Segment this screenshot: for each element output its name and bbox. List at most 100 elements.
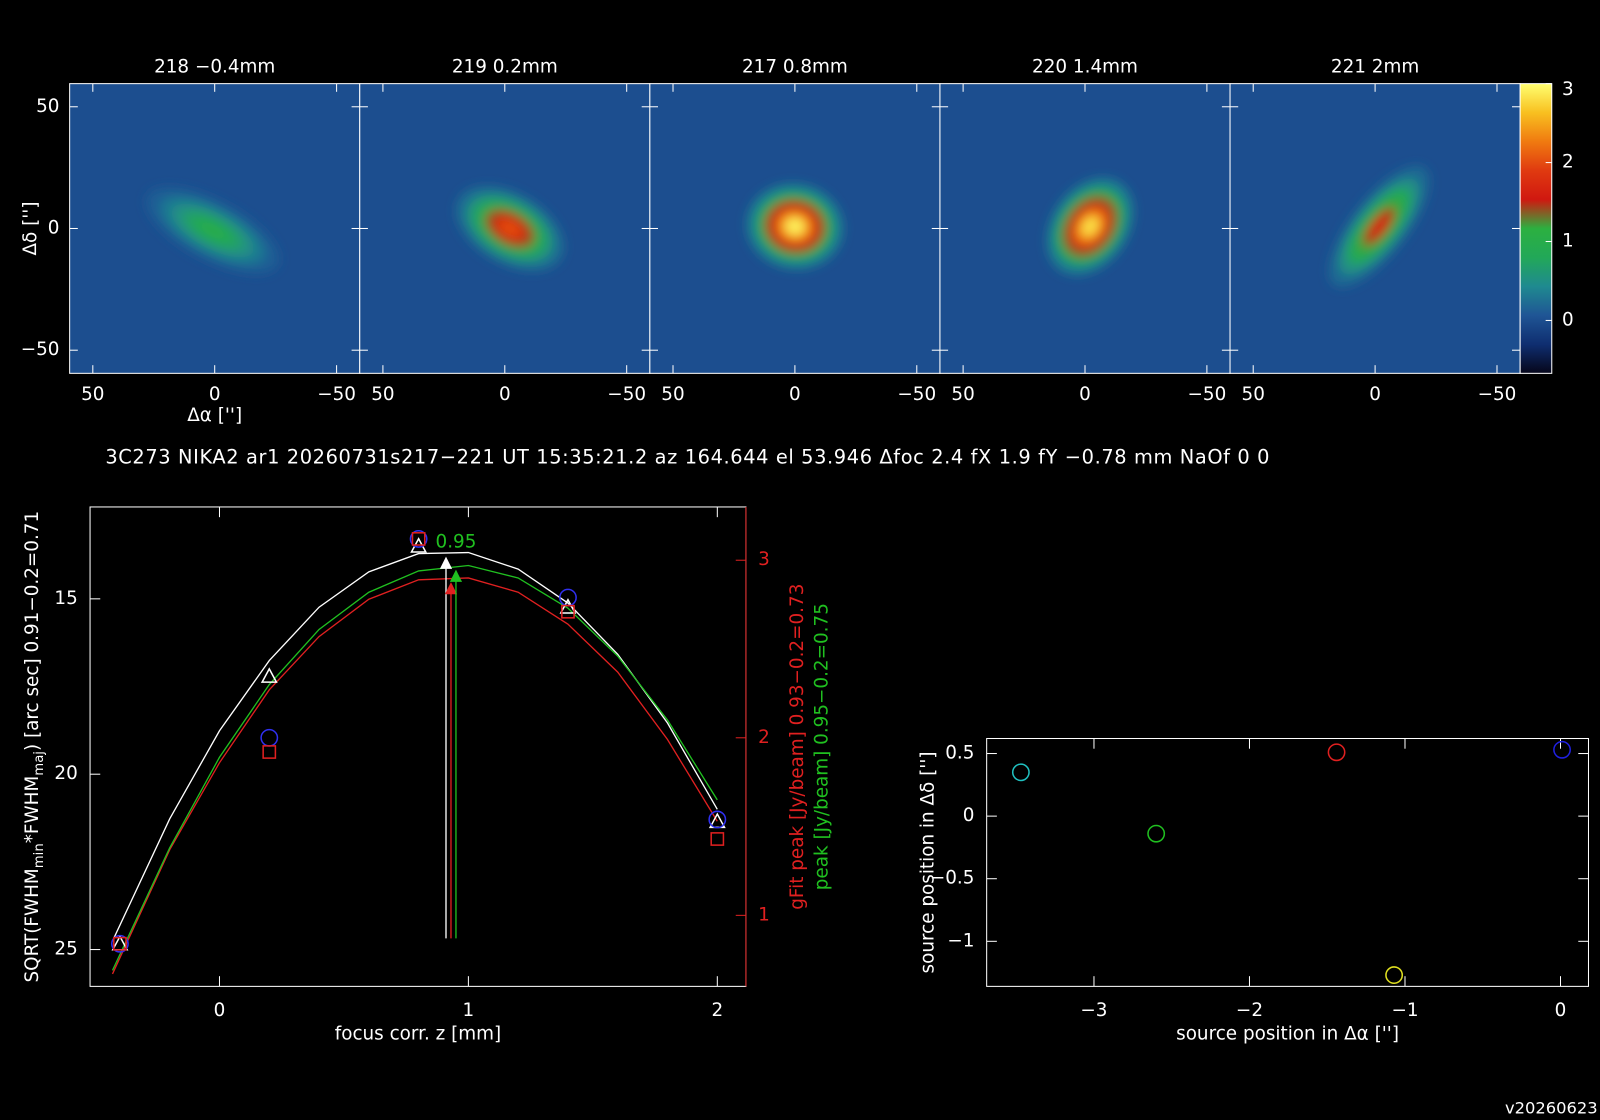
y2-tick-label: 2 bbox=[758, 727, 770, 748]
colorbar-tick-label: 2 bbox=[1562, 152, 1574, 173]
x-axis-label: focus corr. z [mm] bbox=[335, 1023, 501, 1044]
x-tick-label: 2 bbox=[711, 1000, 723, 1021]
x-tick-label: −50 bbox=[1478, 384, 1517, 405]
point-circle bbox=[1385, 966, 1404, 985]
y-axis-label-subscript: maj bbox=[32, 751, 47, 776]
point-triangle bbox=[260, 667, 278, 683]
y-tick-label: −1 bbox=[947, 930, 974, 951]
x-tick-label: −1 bbox=[1391, 1000, 1418, 1021]
panel-title: 219 0.2mm bbox=[452, 56, 558, 77]
x-axis-label: source position in Δα [''] bbox=[1176, 1023, 1399, 1044]
x-tick-label: 0 bbox=[1555, 1000, 1567, 1021]
blob-core bbox=[785, 218, 805, 235]
x-tick-label: −50 bbox=[607, 384, 646, 405]
point-circle bbox=[1327, 743, 1346, 762]
x-axis-label: Δα [''] bbox=[187, 405, 242, 426]
y-axis-label-subscript: min bbox=[32, 843, 47, 868]
point-square bbox=[561, 604, 575, 619]
x-tick-label: 0 bbox=[789, 384, 801, 405]
point-circle bbox=[260, 728, 279, 747]
blob-core bbox=[1369, 214, 1389, 239]
x-tick-label: 1 bbox=[463, 1000, 475, 1021]
best-focus-arrow bbox=[439, 556, 453, 569]
y2-axis-label: peak [Jy/beam] 0.95−0.2=0.75 bbox=[811, 603, 832, 890]
point-circle bbox=[1553, 740, 1571, 759]
y-tick-label: 50 bbox=[36, 96, 59, 117]
blob bbox=[1046, 177, 1134, 276]
info-line: 3C273 NIKA2 ar1 20260731s217−221 UT 15:3… bbox=[105, 445, 1270, 468]
y-tick-label: 15 bbox=[54, 588, 77, 609]
x-tick-label: 0 bbox=[209, 384, 221, 405]
plot-frame bbox=[89, 506, 747, 987]
y-axis-label-part: *FWHM bbox=[22, 776, 43, 844]
fit-curve bbox=[111, 564, 718, 971]
y-tick-label: −50 bbox=[21, 339, 60, 360]
x-tick-label: 50 bbox=[951, 384, 974, 405]
y2-tick-label: 3 bbox=[758, 549, 770, 570]
x-tick-label: −50 bbox=[317, 384, 356, 405]
point-square bbox=[113, 936, 127, 951]
panel-title: 218 −0.4mm bbox=[154, 56, 275, 77]
fit-curve bbox=[111, 551, 718, 942]
x-tick-label: 0 bbox=[214, 1000, 226, 1021]
x-tick-label: −2 bbox=[1236, 1000, 1263, 1021]
colorbar bbox=[1519, 83, 1553, 374]
plot-frame bbox=[986, 737, 1589, 987]
x-tick-label: 0 bbox=[1369, 384, 1381, 405]
x-tick-label: 50 bbox=[1242, 384, 1265, 405]
y-tick-label: 0 bbox=[48, 217, 60, 238]
y2-tick-label: 1 bbox=[758, 904, 770, 925]
colorbar-tick-label: 0 bbox=[1562, 309, 1574, 330]
panel-title: 221 2mm bbox=[1331, 56, 1419, 77]
panel-title: 220 1.4mm bbox=[1032, 56, 1138, 77]
point-circle bbox=[708, 810, 727, 829]
x-tick-label: 0 bbox=[499, 384, 511, 405]
x-tick-label: −3 bbox=[1080, 1000, 1107, 1021]
point-circle bbox=[1011, 763, 1030, 782]
panel-title: 217 0.8mm bbox=[742, 56, 848, 77]
blob-core bbox=[1081, 217, 1099, 236]
x-tick-label: −50 bbox=[897, 384, 936, 405]
point-circle bbox=[110, 934, 129, 953]
map-panel bbox=[69, 83, 360, 374]
colorbar-tick-label: 3 bbox=[1562, 79, 1574, 100]
point-square bbox=[710, 832, 725, 846]
x-tick-label: −50 bbox=[1188, 384, 1227, 405]
point-circle bbox=[1147, 824, 1166, 843]
fit-curve bbox=[111, 577, 718, 975]
x-tick-label: 50 bbox=[661, 384, 684, 405]
y-axis-label-part: SQRT(FWHM bbox=[22, 868, 43, 982]
blob bbox=[1328, 165, 1430, 288]
blob bbox=[455, 185, 565, 272]
best-focus-arrow bbox=[449, 569, 463, 582]
y-tick-label: 25 bbox=[54, 939, 77, 960]
best-focus-arrow bbox=[444, 582, 458, 595]
x-tick-label: 50 bbox=[371, 384, 394, 405]
colorbar-tick-label: 1 bbox=[1562, 231, 1574, 252]
blob bbox=[145, 187, 280, 274]
best-focus-label: 0.95 bbox=[436, 532, 477, 553]
point-square bbox=[262, 745, 277, 759]
y2-axis-label: gFit peak [Jy/beam] 0.93−0.2=0.73 bbox=[787, 584, 808, 910]
y-tick-label: 0 bbox=[963, 805, 975, 826]
version: v20260623 bbox=[1505, 1098, 1598, 1117]
blob-core bbox=[499, 220, 521, 237]
point-triangle bbox=[559, 598, 577, 614]
x-tick-label: 50 bbox=[81, 384, 104, 405]
y-axis-label-part: ) [arc sec] 0.91−0.2=0.71 bbox=[22, 511, 43, 751]
blob bbox=[746, 183, 844, 270]
y-tick-label: −0.5 bbox=[930, 868, 975, 889]
y-axis-label: source position in Δδ [''] bbox=[918, 751, 939, 973]
point-square bbox=[411, 532, 426, 546]
map-panel bbox=[359, 83, 650, 374]
y-tick-label: 0.5 bbox=[945, 743, 974, 764]
map-panel bbox=[649, 83, 940, 374]
y-axis-label: Δδ [''] bbox=[20, 201, 41, 255]
y-axis-label: SQRT(FWHMmin*FWHMmaj) [arc sec] 0.91−0.2… bbox=[22, 511, 47, 983]
blob-core bbox=[199, 222, 226, 239]
map-panel bbox=[939, 83, 1231, 374]
y-tick-label: 20 bbox=[54, 763, 77, 784]
x-tick-label: 0 bbox=[1079, 384, 1091, 405]
point-circle bbox=[409, 529, 428, 548]
